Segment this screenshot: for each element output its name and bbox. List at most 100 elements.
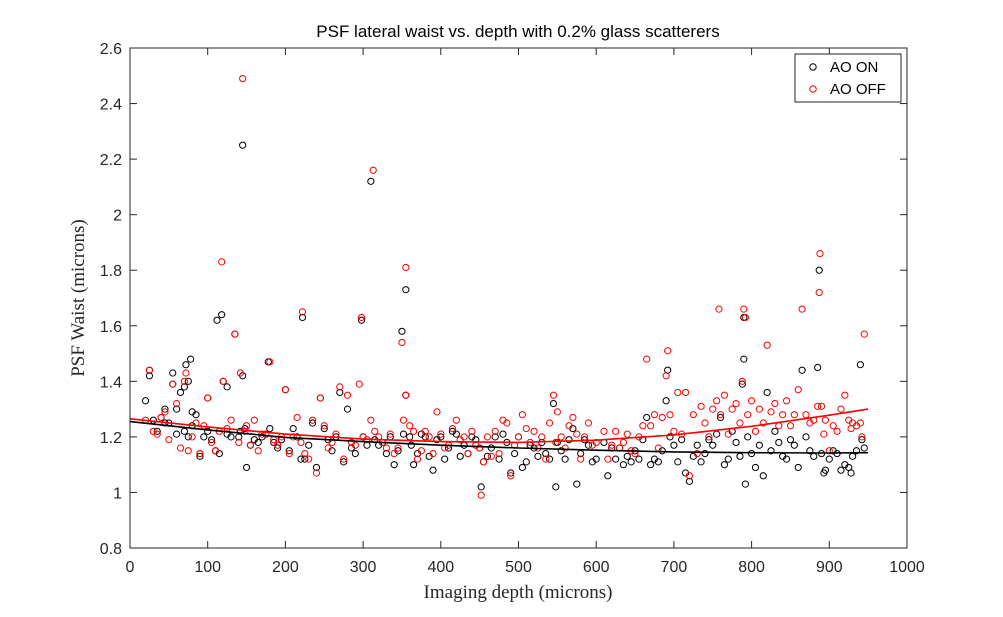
- data-point: [429, 466, 437, 474]
- data-point: [491, 433, 499, 441]
- data-point: [612, 427, 620, 435]
- data-point: [623, 452, 631, 460]
- data-point: [565, 422, 573, 430]
- data-point: [561, 455, 569, 463]
- data-point: [499, 430, 507, 438]
- data-point: [654, 458, 662, 466]
- data-point: [670, 441, 678, 449]
- data-point: [297, 455, 305, 463]
- data-point: [837, 466, 845, 474]
- data-point: [569, 413, 577, 422]
- data-point: [775, 438, 783, 447]
- data-point: [815, 288, 823, 297]
- x-tick-label: 600: [583, 559, 610, 576]
- data-point: [402, 391, 410, 399]
- legend-label-ao-on: AO ON: [830, 59, 878, 76]
- data-point: [394, 444, 402, 452]
- legend-box: [794, 53, 902, 103]
- data-point: [161, 405, 169, 413]
- data-point: [495, 455, 503, 463]
- y-tick-label: 2.2: [100, 152, 122, 169]
- data-point: [382, 449, 391, 458]
- data-point: [748, 449, 756, 458]
- data-point: [254, 447, 262, 455]
- data-point: [495, 449, 503, 458]
- data-point: [604, 472, 612, 480]
- data-point: [507, 472, 515, 480]
- data-point: [429, 449, 437, 458]
- data-point: [763, 341, 771, 349]
- data-point: [285, 447, 293, 455]
- data-point: [705, 433, 713, 441]
- data-point: [816, 249, 824, 258]
- data-point: [794, 386, 802, 394]
- data-point: [343, 405, 352, 413]
- data-point: [860, 330, 868, 338]
- data-point: [693, 449, 701, 458]
- data-point: [390, 461, 398, 469]
- data-point: [709, 441, 717, 449]
- data-point: [736, 419, 744, 427]
- data-point: [316, 394, 324, 402]
- fit-line-ao-on: [129, 420, 869, 454]
- legend-marker-ao-on: [809, 63, 817, 71]
- data-point: [157, 413, 165, 422]
- data-point: [802, 411, 810, 419]
- data-point: [184, 447, 192, 455]
- data-point: [274, 441, 282, 449]
- y-tick-label: 2.4: [100, 97, 122, 114]
- data-point: [759, 419, 767, 427]
- data-point: [810, 452, 818, 460]
- data-point: [821, 466, 830, 474]
- data-point: [658, 413, 666, 422]
- data-point: [417, 447, 425, 455]
- data-point: [724, 430, 732, 438]
- data-point: [421, 433, 429, 441]
- data-point: [759, 472, 767, 480]
- data-point: [600, 427, 608, 435]
- data-point: [643, 413, 651, 422]
- data-point: [298, 313, 307, 322]
- data-point: [782, 397, 791, 405]
- data-point: [697, 458, 705, 466]
- data-point: [619, 438, 627, 447]
- data-point: [204, 394, 212, 402]
- data-point: [406, 422, 414, 430]
- data-point: [312, 469, 321, 477]
- data-point: [790, 411, 798, 419]
- data-point: [320, 424, 328, 433]
- y-tick-label: 1.4: [100, 374, 122, 391]
- data-point: [487, 452, 495, 460]
- data-point: [701, 419, 709, 427]
- data-point: [227, 416, 235, 424]
- data-point: [236, 369, 244, 377]
- data-point: [351, 449, 359, 458]
- data-point: [227, 433, 235, 441]
- data-point: [285, 449, 293, 458]
- data-point: [755, 441, 763, 449]
- data-point: [738, 377, 746, 385]
- chart-title: PSF lateral waist vs. depth with 0.2% gl…: [316, 22, 719, 41]
- data-point: [425, 433, 433, 441]
- data-point: [169, 369, 177, 377]
- x-tick-label: 1000: [889, 559, 925, 576]
- data-point: [530, 427, 538, 435]
- data-point: [748, 397, 756, 405]
- data-point: [755, 405, 763, 413]
- data-point: [336, 383, 344, 391]
- data-point: [741, 480, 749, 488]
- data-point: [153, 427, 161, 435]
- data-point: [153, 430, 161, 438]
- data-point: [254, 438, 262, 447]
- data-point: [674, 458, 682, 466]
- data-point: [231, 330, 239, 338]
- data-point: [207, 436, 216, 444]
- data-point: [187, 355, 195, 363]
- data-point: [173, 430, 181, 438]
- data-point: [709, 405, 717, 413]
- data-point: [298, 308, 307, 316]
- data-point: [821, 416, 830, 424]
- data-point: [646, 422, 655, 430]
- data-point: [437, 433, 445, 441]
- y-tick-label: 1.8: [100, 263, 122, 280]
